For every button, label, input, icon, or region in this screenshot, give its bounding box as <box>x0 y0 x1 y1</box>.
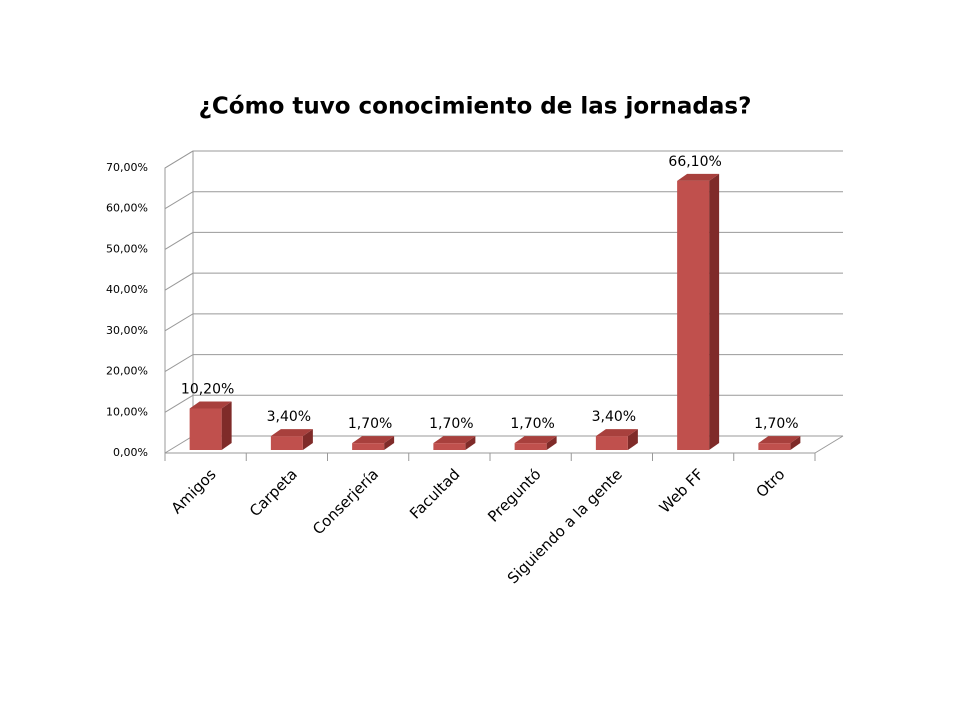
bar-front <box>352 443 385 450</box>
value-label: 3,40% <box>592 409 636 425</box>
grid-line <box>164 272 843 291</box>
bar-top <box>189 401 232 409</box>
floor-edge <box>814 435 844 454</box>
grid-line <box>164 191 843 210</box>
bar-front <box>433 443 466 450</box>
value-label: 1,70% <box>754 416 798 432</box>
value-label: 1,70% <box>510 416 554 432</box>
y-tick-label: 0,00% <box>113 446 148 459</box>
value-label: 1,70% <box>429 416 473 432</box>
grid-line <box>164 313 843 332</box>
bar <box>677 173 720 450</box>
x-tick-label: Conserjería <box>309 465 382 538</box>
bar-side <box>221 401 232 450</box>
axis-wall <box>164 150 194 453</box>
y-tick-label: 50,00% <box>106 242 148 255</box>
bar-side <box>384 436 395 450</box>
bar-side <box>546 436 557 450</box>
y-tick-label: 20,00% <box>106 365 148 378</box>
bar <box>270 429 313 450</box>
x-tick-label: Facultad <box>406 465 463 522</box>
grid-line <box>164 354 843 372</box>
grid-line <box>164 394 843 413</box>
x-tick-label: Preguntó <box>484 465 544 525</box>
y-tick-label: 40,00% <box>106 283 148 296</box>
bar-side <box>709 173 720 450</box>
y-tick-label: 10,00% <box>106 405 148 418</box>
bar-side <box>790 436 801 450</box>
chart-title: ¿Cómo tuvo conocimiento de las jornadas? <box>199 94 752 120</box>
bar-top <box>270 429 313 437</box>
bar-front <box>270 436 303 450</box>
bar-front <box>514 443 547 450</box>
bar-top <box>595 429 638 437</box>
bar-front <box>677 180 710 450</box>
y-tick-label: 70,00% <box>106 161 148 174</box>
value-label: 3,40% <box>267 409 311 425</box>
bar-side <box>465 436 476 450</box>
grid-line <box>164 435 843 454</box>
bar <box>758 436 801 450</box>
x-tick-label: Otro <box>753 465 789 501</box>
value-label: 1,70% <box>348 416 392 432</box>
value-label: 66,10% <box>668 154 721 170</box>
grid-line <box>164 150 843 169</box>
bar-front <box>189 408 222 450</box>
bar-front <box>758 443 791 450</box>
y-tick-label: 30,00% <box>106 324 148 337</box>
bar-top <box>514 436 557 444</box>
bar-side <box>302 429 313 450</box>
bar <box>514 436 557 450</box>
bar-front <box>595 436 628 450</box>
value-label: 10,20% <box>181 381 234 397</box>
bar-top <box>433 436 476 444</box>
x-tick-label: Web FF <box>656 465 707 516</box>
bar-top <box>758 436 801 444</box>
bar <box>189 401 232 450</box>
bar <box>595 429 638 450</box>
bar-side <box>627 429 638 450</box>
x-tick-label: Amigos <box>168 465 220 517</box>
bar-top <box>677 173 720 181</box>
bar <box>352 436 395 450</box>
grid-line <box>164 231 843 250</box>
x-tick-label: Carpeta <box>246 465 301 520</box>
bar-top <box>352 436 395 444</box>
bar <box>433 436 476 450</box>
y-tick-label: 60,00% <box>106 202 148 215</box>
